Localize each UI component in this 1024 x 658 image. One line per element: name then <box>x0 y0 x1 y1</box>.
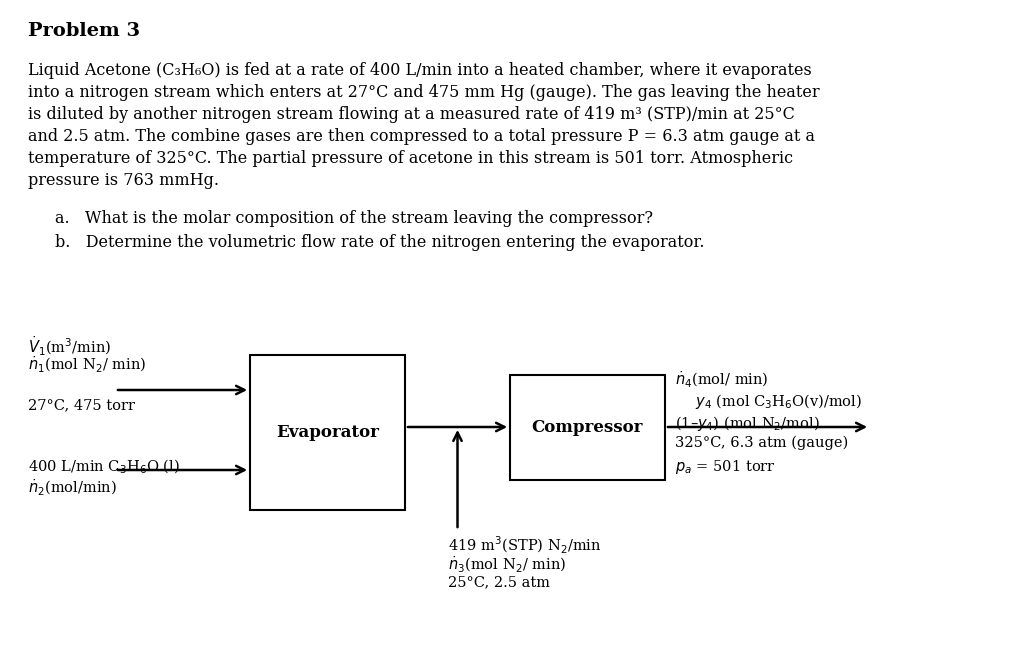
Text: 400 L/min C$_3$H$_6$O (l): 400 L/min C$_3$H$_6$O (l) <box>28 458 179 476</box>
Text: 325°C, 6.3 atm (gauge): 325°C, 6.3 atm (gauge) <box>675 436 848 450</box>
Bar <box>510 375 665 480</box>
Text: (1–$y_4$) (mol N$_2$/mol): (1–$y_4$) (mol N$_2$/mol) <box>675 414 820 433</box>
Text: 25°C, 2.5 atm: 25°C, 2.5 atm <box>447 575 550 589</box>
Text: 27°C, 475 torr: 27°C, 475 torr <box>28 398 135 412</box>
Text: Problem 3: Problem 3 <box>28 22 140 40</box>
Text: $\dot{n}_2$(mol/min): $\dot{n}_2$(mol/min) <box>28 478 117 498</box>
Text: $\dot{n}_3$(mol N$_2$/ min): $\dot{n}_3$(mol N$_2$/ min) <box>447 555 565 575</box>
Bar <box>250 355 406 510</box>
Text: into a nitrogen stream which enters at 27°C and 475 mm Hg (gauge). The gas leavi: into a nitrogen stream which enters at 2… <box>28 84 819 101</box>
Text: $\dot{n}_4$(mol/ min): $\dot{n}_4$(mol/ min) <box>675 370 769 390</box>
Text: Compressor: Compressor <box>531 419 643 436</box>
Text: pressure is 763 mmHg.: pressure is 763 mmHg. <box>28 172 219 189</box>
Text: $\dot{n}_1$(mol N$_2$/ min): $\dot{n}_1$(mol N$_2$/ min) <box>28 355 146 375</box>
Text: temperature of 325°C. The partial pressure of acetone in this stream is 501 torr: temperature of 325°C. The partial pressu… <box>28 150 794 167</box>
Text: 419 m$^3$(STP) N$_2$/min: 419 m$^3$(STP) N$_2$/min <box>447 535 601 556</box>
Text: $p_a$ = 501 torr: $p_a$ = 501 torr <box>675 458 776 476</box>
Text: $\dot{V}_1$(m$^3$/min): $\dot{V}_1$(m$^3$/min) <box>28 335 112 358</box>
Text: $y_4$ (mol C$_3$H$_6$O(v)/mol): $y_4$ (mol C$_3$H$_6$O(v)/mol) <box>695 392 862 411</box>
Text: a.   What is the molar composition of the stream leaving the compressor?: a. What is the molar composition of the … <box>55 210 653 227</box>
Text: b.   Determine the volumetric flow rate of the nitrogen entering the evaporator.: b. Determine the volumetric flow rate of… <box>55 234 705 251</box>
Text: is diluted by another nitrogen stream flowing at a measured rate of 419 m³ (STP): is diluted by another nitrogen stream fl… <box>28 106 795 123</box>
Text: and 2.5 atm. The combine gases are then compressed to a total pressure P = 6.3 a: and 2.5 atm. The combine gases are then … <box>28 128 815 145</box>
Text: Liquid Acetone (C₃H₆O) is fed at a rate of 400 L/min into a heated chamber, wher: Liquid Acetone (C₃H₆O) is fed at a rate … <box>28 62 812 79</box>
Text: Evaporator: Evaporator <box>276 424 379 441</box>
